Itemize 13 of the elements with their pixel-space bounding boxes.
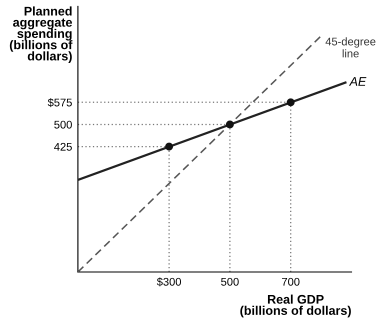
annotation: 45-degree line (326, 37, 376, 58)
point (226, 120, 234, 128)
x-tick-label: $300 (156, 277, 182, 286)
x-tick-label: 500 (221, 278, 239, 286)
point (165, 142, 174, 151)
y-tick-label: $575 (48, 98, 72, 108)
y-axis-title: Planned aggregate spending (billions of dollars) (10, 6, 72, 63)
annotation: AE (348, 77, 366, 86)
y-tick-label: 425 (54, 142, 72, 151)
y-tick-label: 500 (54, 120, 72, 129)
x-tick-label: 700 (282, 278, 300, 286)
point (286, 98, 295, 106)
x-axis-title: Real GDP (billions of dollars) (240, 294, 351, 318)
